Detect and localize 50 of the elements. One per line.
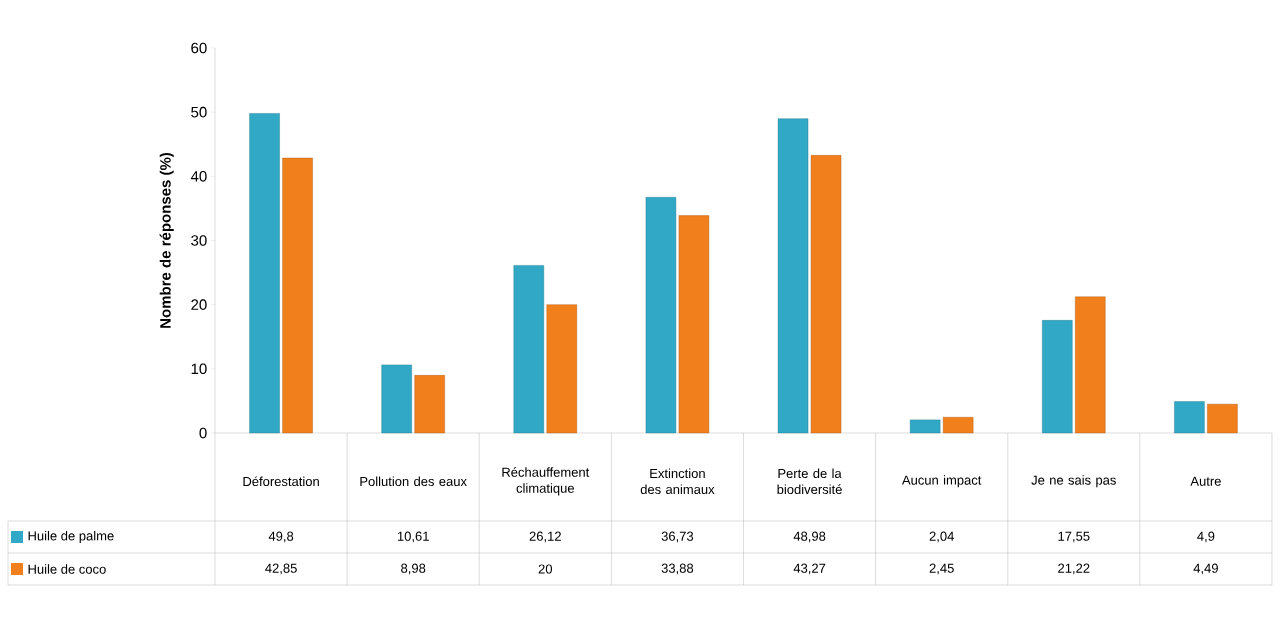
- bar: [546, 304, 578, 434]
- x-tick-label: Extinction des animaux: [640, 468, 715, 495]
- y-tick-label: 30: [191, 235, 207, 246]
- y-tick-label: 20: [191, 299, 207, 310]
- x-tick-label: Autre: [1190, 476, 1221, 486]
- x-tick-label: Déforestation: [243, 476, 319, 487]
- x-tick-label: Aucun impact: [901, 475, 982, 488]
- data-label: 49,8: [268, 531, 294, 543]
- data-label: 21,22: [1058, 563, 1090, 575]
- y-tick-label: 0: [199, 427, 207, 439]
- bar: [810, 155, 842, 434]
- x-tick-label: Perte de la biodiversité: [777, 468, 842, 495]
- x-tick-label: Je ne sais pas: [1031, 475, 1116, 488]
- data-label: 36,73: [661, 531, 694, 543]
- data-label: 2,04: [929, 531, 954, 543]
- data-label: 2,45: [929, 563, 954, 575]
- data-label: 42,85: [265, 563, 297, 575]
- bar: [381, 364, 412, 434]
- data-label: 43,27: [793, 563, 826, 575]
- y-axis-title: Nombre de réponses (%): [159, 152, 174, 328]
- data-label: 48,98: [793, 531, 826, 543]
- bar: [909, 419, 941, 434]
- data-label: 26,12: [529, 531, 561, 543]
- y-tick-label: 50: [191, 106, 207, 118]
- bar: [1075, 296, 1106, 434]
- bar: [678, 215, 710, 434]
- bar: [645, 197, 677, 434]
- data-label: 8,98: [401, 563, 426, 575]
- bar: [249, 113, 280, 434]
- data-label: 4,49: [1193, 563, 1218, 575]
- data-label: 10,61: [397, 531, 429, 543]
- y-tick-label: 10: [191, 363, 207, 375]
- bar: [282, 157, 313, 434]
- bar: [513, 265, 545, 434]
- data-label: 17,55: [1058, 531, 1090, 543]
- data-label: 20: [538, 564, 553, 574]
- bar: [1174, 401, 1205, 434]
- bar: [777, 118, 809, 434]
- bar: [414, 375, 445, 434]
- bar: [1042, 320, 1073, 434]
- legend-label: Huile de coco: [28, 564, 106, 574]
- bar: [1207, 403, 1238, 434]
- data-label: 33,88: [661, 563, 694, 575]
- data-label: 4,9: [1197, 531, 1215, 543]
- legend-label: Huile de palme: [28, 530, 114, 544]
- bar: [942, 417, 974, 434]
- y-tick-label: 40: [190, 171, 207, 182]
- x-tick-label: Réchauffement climatique: [502, 467, 590, 496]
- y-tick-label: 60: [191, 42, 207, 54]
- x-tick-label: Pollution des eaux: [360, 476, 467, 487]
